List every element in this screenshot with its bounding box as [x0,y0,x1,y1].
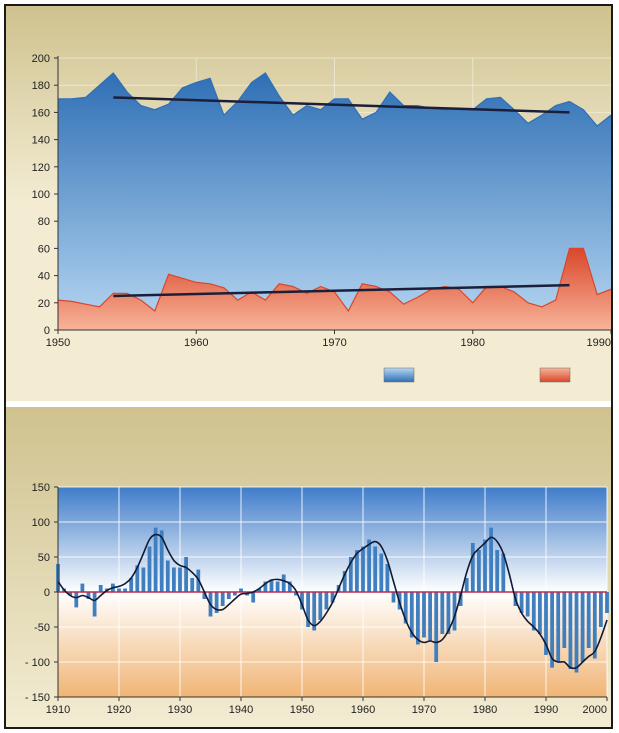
y-tick-label: 150 [32,482,50,494]
y-tick-label: - 100 [25,657,50,669]
bar [190,578,194,592]
bar [434,592,438,662]
bar [184,557,188,592]
bar [74,592,78,607]
bar [276,582,280,593]
y-tick-label: 40 [38,271,50,283]
bar [81,584,85,592]
x-tick-label: 1980 [461,337,485,349]
x-tick-label: 1950 [290,704,314,716]
bar [367,540,371,593]
bar [477,550,481,592]
legend-swatch-red [540,368,570,382]
bar [172,568,176,593]
bar [99,585,103,592]
x-tick-label: 1930 [168,704,192,716]
top-area-chart: 0 20 40 60 80 100 120 140 160 180 200 1950 1960 1970 1… [6,6,611,401]
positive-region [58,487,607,592]
bar [361,547,365,593]
legend-swatch-blue [384,368,414,382]
bar [599,592,603,627]
bar [282,575,286,593]
x-tick-label: 1980 [473,704,497,716]
bar [581,592,585,662]
y-tick-label: 0 [44,587,50,599]
bar [575,592,579,673]
bar [587,592,591,648]
bar [221,592,225,606]
bar [386,564,390,592]
bar [379,554,383,593]
bar [569,592,573,669]
x-tick-label: 1970 [322,337,346,349]
bar [93,592,97,617]
bar [154,528,158,592]
top-area-chart-panel: 0 20 40 60 80 100 120 140 160 180 200 1950 1960 1970 1… [6,6,611,401]
bar [166,561,170,593]
y-tick-label: 20 [38,298,50,310]
bar [178,568,182,593]
y-tick-label: 160 [32,107,50,119]
y-tick-label: 120 [32,162,50,174]
x-tick-label: 1910 [46,704,70,716]
x-tick-label: 1990 [534,704,558,716]
bar [251,592,255,603]
y-tick-label: 100 [32,517,50,529]
bar [422,592,426,638]
x-tick-label: 1990 [587,337,611,349]
x-tick-label: 1960 [184,337,208,349]
bar [605,592,609,613]
bar [318,592,322,620]
bar [538,592,542,634]
bar [440,592,444,634]
bar [495,550,499,592]
x-tick-label: 1960 [351,704,375,716]
y-tick-label: -50 [34,622,50,634]
y-tick-label: 200 [32,53,50,65]
bar [148,547,152,593]
bottom-bar-chart-panel: - 150 - 100 -50 0 50 100 150 1910 1920 1930 1940 19… [6,407,611,727]
x-tick-label: 1970 [412,704,436,716]
bar [392,592,396,603]
y-tick-label: 0 [44,325,50,337]
bar [428,592,432,641]
y-tick-label: 140 [32,135,50,147]
figure-frame: 0 20 40 60 80 100 120 140 160 180 200 1950 1960 1970 1… [4,4,613,729]
bar [325,592,329,610]
negative-region [58,592,607,697]
y-tick-label: - 150 [25,692,50,704]
y-tick-label: 180 [32,80,50,92]
bar [483,540,487,593]
bottom-bar-chart: - 150 - 100 -50 0 50 100 150 1910 1920 1930 1940 19… [6,407,611,727]
x-tick-label: 1920 [107,704,131,716]
bar [373,547,377,593]
bar [416,592,420,645]
bar [556,592,560,662]
bar [471,543,475,592]
x-tick-label: 1940 [229,704,253,716]
y-tick-label: 50 [38,552,50,564]
bar [227,592,231,599]
bar [142,568,146,593]
x-tick-label: 2000 [583,704,607,716]
bar [562,592,566,648]
y-tick-label: 80 [38,216,50,228]
y-tick-label: 60 [38,243,50,255]
x-tick-label: 1950 [46,337,70,349]
bar [526,592,530,617]
y-tick-label: 100 [32,189,50,201]
